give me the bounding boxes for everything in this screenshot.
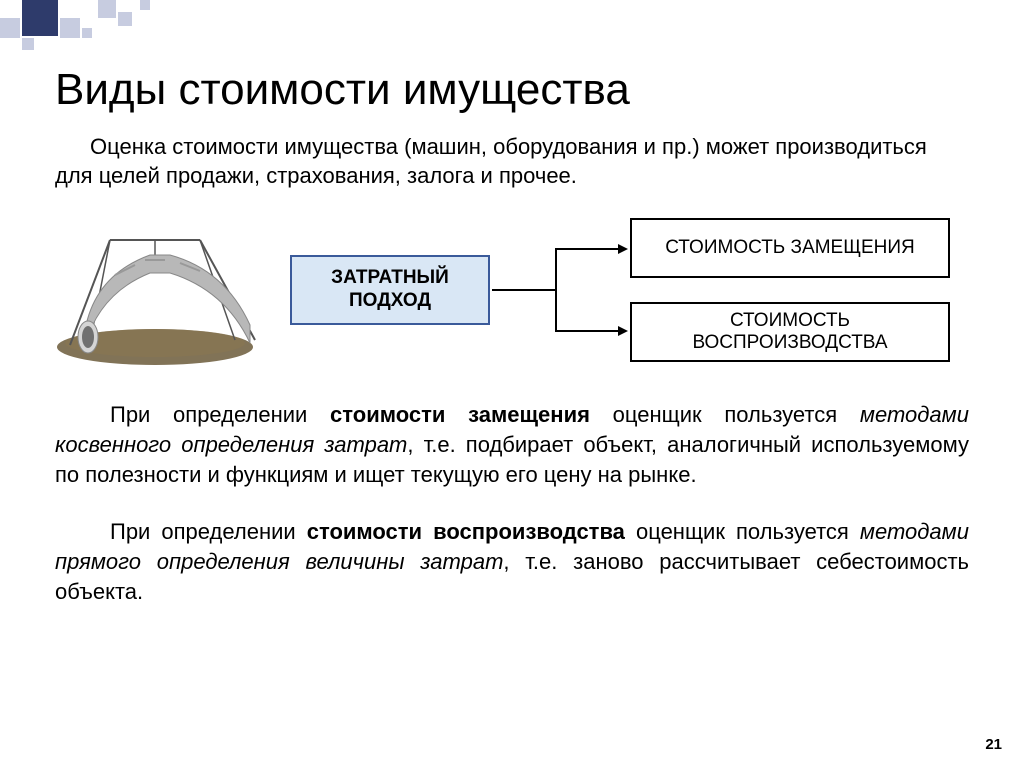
slide-content: Виды стоимости имущества Оценка стоимост… — [0, 0, 1024, 606]
diagram-area: ЗАТРАТНЫЙ ПОДХОД СТОИМОСТЬ ЗАМЕЩЕНИЯ СТО… — [55, 210, 969, 380]
box-reproduction-label: СТОИМОСТЬ ВОСПРОИЗВОДСТВА — [632, 310, 948, 354]
text-run: оценщик пользуется — [625, 519, 860, 544]
corner-decoration — [0, 0, 180, 50]
text-run: При определении — [110, 519, 307, 544]
bold-term: стоимости воспроизводства — [307, 519, 625, 544]
box-reproduction-cost: СТОИМОСТЬ ВОСПРОИЗВОДСТВА — [630, 302, 950, 362]
text-run: При определении — [110, 402, 330, 427]
box-replacement-label: СТОИМОСТЬ ЗАМЕЩЕНИЯ — [665, 237, 915, 259]
box-replacement-cost: СТОИМОСТЬ ЗАМЕЩЕНИЯ — [630, 218, 950, 278]
connector-line — [557, 248, 620, 250]
paragraph-replacement: При определении стоимости замещения оцен… — [55, 400, 969, 489]
center-box-cost-approach: ЗАТРАТНЫЙ ПОДХОД — [290, 255, 490, 325]
connector-line — [555, 248, 557, 332]
arrowhead-icon — [618, 244, 628, 254]
intro-paragraph: Оценка стоимости имущества (машин, обору… — [55, 133, 969, 190]
arrowhead-icon — [618, 326, 628, 336]
pipeline-illustration — [55, 215, 280, 365]
paragraph-reproduction: При определении стоимости воспроизводств… — [55, 517, 969, 606]
connector-line — [492, 289, 557, 291]
center-box-label: ЗАТРАТНЫЙ ПОДХОД — [292, 267, 488, 313]
page-number: 21 — [985, 736, 1002, 753]
text-run: оценщик пользуется — [590, 402, 860, 427]
connector-line — [557, 330, 620, 332]
slide-title: Виды стоимости имущества — [55, 65, 969, 115]
bold-term: стоимости замещения — [330, 402, 590, 427]
